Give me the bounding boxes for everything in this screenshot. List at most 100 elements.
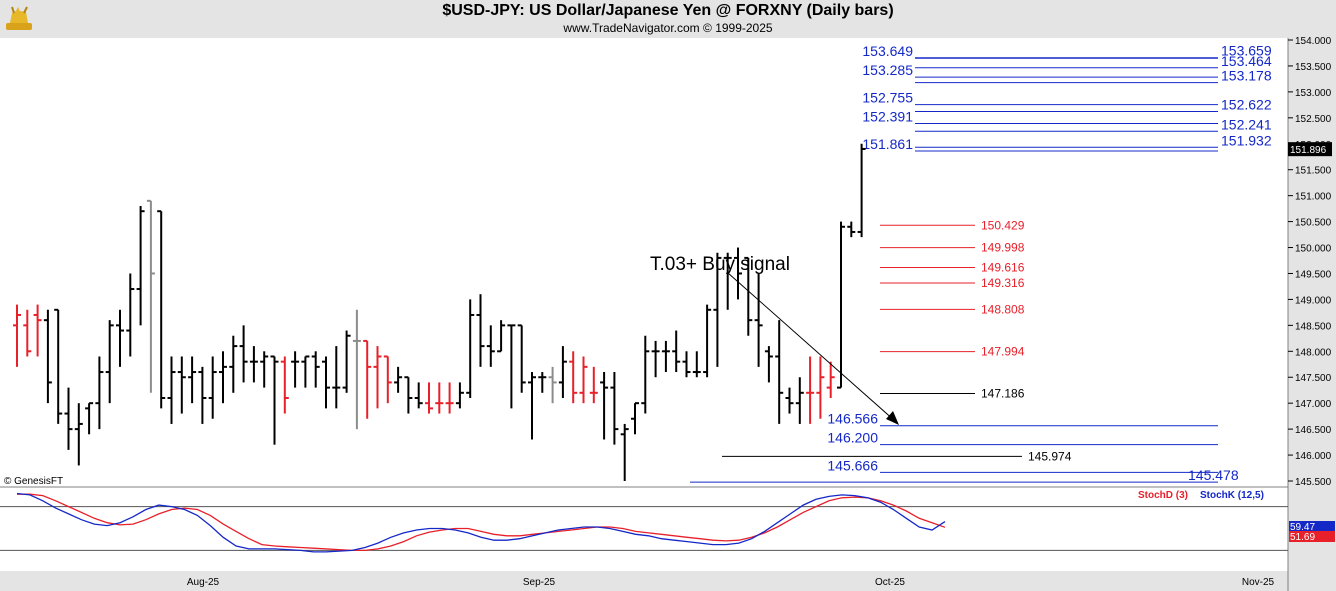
ohlc-bar	[280, 356, 289, 414]
ohlc-bar	[734, 247, 742, 300]
level-label-blue: 152.622	[1221, 96, 1272, 112]
level-label-blue: 151.861	[862, 136, 913, 152]
ohlc-bar	[23, 309, 32, 357]
ohlc-bar	[383, 355, 392, 404]
y-tick-label: 154.000	[1295, 36, 1332, 47]
level-label-blue: 152.391	[862, 108, 913, 124]
level-label-blue: 145.478	[1188, 467, 1239, 483]
y-tick-label: 151.500	[1295, 166, 1332, 177]
date-axis-background	[0, 571, 1288, 591]
ohlc-bar	[775, 320, 784, 424]
ohlc-bar	[528, 372, 536, 440]
level-label-blue: 153.464	[1221, 53, 1272, 69]
ohlc-bar	[167, 356, 176, 424]
ohlc-bar	[13, 304, 21, 367]
ohlc-bar	[435, 382, 444, 414]
ohlc-bar	[641, 335, 650, 414]
ohlc-bar	[332, 346, 341, 409]
y-tick-label: 146.500	[1295, 425, 1332, 436]
x-tick-label: Oct-25	[875, 577, 905, 588]
ohlc-bar	[414, 382, 423, 409]
ohlc-bar	[270, 355, 279, 445]
ohlc-bar	[311, 351, 320, 388]
y-tick-label: 148.500	[1295, 321, 1332, 332]
ohlc-bar	[651, 340, 660, 378]
stoch-d-line	[17, 493, 946, 552]
y-tick-label: 149.500	[1295, 269, 1332, 280]
level-label-red: 149.616	[981, 260, 1025, 274]
ohlc-bar	[569, 351, 578, 404]
level-label-black: 147.186	[981, 387, 1025, 401]
ohlc-bar	[425, 382, 433, 414]
ohlc-bar	[342, 330, 351, 393]
stoch-k-line	[16, 492, 946, 553]
ohlc-bar	[816, 356, 825, 419]
ohlc-bar	[610, 372, 619, 445]
level-label-red: 149.316	[981, 276, 1025, 290]
ohlc-bar	[476, 294, 485, 367]
x-tick-label: Nov-25	[1242, 577, 1275, 588]
ohlc-bar	[620, 423, 629, 481]
y-tick-label: 151.000	[1295, 192, 1332, 203]
ohlc-bar	[177, 356, 186, 414]
ohlc-bar	[445, 382, 454, 414]
level-label-red: 150.429	[981, 218, 1025, 232]
x-tick-label: Sep-25	[523, 577, 556, 588]
copyright-label: © GenesisFT	[4, 476, 63, 487]
level-label-blue: 152.241	[1221, 116, 1272, 132]
ohlc-bar	[322, 356, 330, 409]
y-tick-label: 147.500	[1295, 373, 1332, 384]
ohlc-bar	[847, 221, 856, 238]
level-label-blue: 152.755	[862, 90, 913, 106]
ohlc-bar	[548, 366, 557, 404]
ohlc-bar	[146, 199, 155, 393]
ohlc-bar	[373, 346, 382, 409]
ohlc-bar	[105, 320, 114, 404]
level-label-red: 149.998	[981, 241, 1025, 255]
y-tick-label: 147.000	[1295, 399, 1332, 410]
y-tick-label: 150.000	[1295, 244, 1332, 255]
ohlc-bar	[713, 252, 722, 367]
stoch-d-value: 51.69	[1290, 532, 1315, 543]
ohlc-bar	[600, 372, 609, 440]
ohlc-bar	[43, 309, 52, 404]
level-label-blue: 153.659	[1221, 43, 1272, 59]
y-tick-label: 152.500	[1295, 114, 1332, 125]
chart-title: $USD-JPY: US Dollar/Japanese Yen @ FORXN…	[442, 2, 894, 19]
ohlc-bar	[486, 325, 495, 367]
ohlc-bar	[208, 356, 217, 419]
ohlc-bar	[744, 256, 753, 336]
last-price-box	[1288, 142, 1332, 157]
ohlc-bar	[188, 356, 197, 404]
ohlc-bar	[95, 356, 104, 430]
level-label-blue: 146.566	[827, 411, 878, 427]
ohlc-bar	[394, 366, 403, 393]
ohlc-bar	[352, 309, 361, 430]
y-tick-label: 145.500	[1295, 477, 1332, 488]
level-label-red: 148.808	[981, 302, 1025, 316]
level-label-blue: 151.932	[1221, 132, 1272, 148]
gold-bull-logo-icon	[6, 6, 32, 30]
ohlc-bar	[837, 221, 845, 389]
stoch-d-value-box	[1289, 531, 1335, 542]
stoch-d-legend: StochD (3)	[1138, 490, 1188, 501]
level-label-blue: 145.666	[827, 457, 878, 473]
ohlc-bar	[631, 402, 639, 435]
ohlc-bar	[754, 273, 763, 367]
ohlc-bar	[157, 210, 166, 409]
ohlc-bar	[703, 304, 712, 378]
ohlc-bar	[764, 346, 773, 383]
level-label-blue: 146.200	[827, 430, 878, 446]
level-label-blue: 153.649	[862, 43, 913, 59]
ohlc-bar	[126, 273, 135, 357]
ohlc-bar	[33, 304, 42, 357]
ohlc-bar	[795, 377, 804, 424]
price-axis-background	[1288, 38, 1336, 591]
stoch-k-value-box	[1289, 521, 1335, 532]
stoch-k-legend: StochK (12,5)	[1200, 490, 1264, 501]
ohlc-bar	[404, 376, 413, 414]
ohlc-bar	[672, 330, 681, 373]
ohlc-bar	[219, 351, 227, 404]
ohlc-bar	[589, 366, 598, 404]
ohlc-bar	[806, 356, 815, 424]
